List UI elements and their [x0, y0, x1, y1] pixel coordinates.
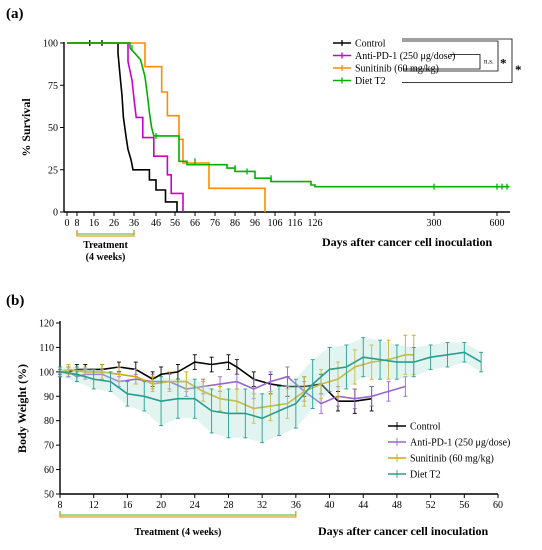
- panel-b-y-axis-title: Body Weight (%): [15, 364, 29, 453]
- panel-a-sig-star-2: *: [515, 62, 522, 77]
- panel-b-legend-label-0: Control: [410, 422, 441, 433]
- panel-b-x-tick-label: 36: [291, 500, 301, 511]
- panel-b-x-tick-label: 28: [223, 500, 233, 511]
- panel-b-treatment-bracket-green: [59, 511, 297, 516]
- panel-b-error-band-3: [60, 337, 482, 443]
- panel-b-x-tick-label: 32: [257, 500, 267, 511]
- panel-a-series-line-0: [67, 42, 178, 212]
- panel-b-x-tick-label: 48: [392, 500, 402, 511]
- panel-a-x-tick-label: 56: [170, 218, 180, 229]
- panel-a-treatment-bracket-green: [76, 230, 135, 235]
- panel-b-y-tick-label: 50: [44, 490, 54, 501]
- panel-a-x-tick-label: 26: [109, 218, 119, 229]
- panel-a-x-tick-label: 106: [268, 218, 283, 229]
- panel-a-bracket-ns: [403, 54, 481, 70]
- panel-b-y-tick-label: 90: [44, 392, 54, 403]
- panel-b-label: (b): [6, 293, 24, 309]
- panel-a-x-tick-label: 300: [427, 218, 442, 229]
- panel-b-treatment-label: Treatment (4 weeks): [135, 527, 222, 538]
- panel-b-x-tick-label: 52: [426, 500, 436, 511]
- panel-b-series-line-1: [60, 371, 406, 405]
- panel-b-x-tick-label: 16: [122, 500, 132, 511]
- panel-b-x-tick-label: 60: [493, 500, 503, 511]
- panel-a-y-axis-title: % Survival: [19, 98, 33, 157]
- panel-b-legend-label-1: Anti-PD-1 (250 μg/dose): [410, 438, 510, 449]
- panel-b-y-tick-label: 100: [39, 367, 54, 378]
- panel-b-x-tick-label: 56: [459, 500, 469, 511]
- panel-b-y-tick-label: 60: [44, 465, 54, 476]
- panel-a-x-tick-label: 76: [210, 218, 220, 229]
- panel-b-treatment: Treatment (4 weeks): [59, 511, 297, 538]
- panel-a-sig-ns: n.s.: [484, 58, 494, 66]
- panel-b-series-line-2: [59, 354, 414, 410]
- panel-b-x-axis-title: Days after cancer cell inoculation: [318, 524, 489, 538]
- panel-a-legend-label-1: Anti-PD-1 (250 μg/dose): [355, 51, 455, 62]
- panel-b-legend-label-2: Sunitinib (60 mg/kg): [410, 454, 494, 465]
- panel-b-x-tick-label: 44: [358, 500, 368, 511]
- panel-b-y-tick-label: 80: [44, 416, 54, 427]
- panel-b-series: [58, 334, 484, 444]
- panel-a-y-tick-label: 75: [48, 81, 58, 92]
- panel-a-legend-label-2: Sunitinib (60 mg/kg): [355, 64, 439, 75]
- panel-b-x-tick-label: 12: [89, 500, 99, 511]
- panel-a-x-tick-label: 46: [151, 218, 161, 229]
- panel-a-sig-star-1: *: [500, 56, 507, 71]
- panel-a-x-tick-label: 66: [190, 218, 200, 229]
- panel-a-treatment-label-line1: Treatment: [83, 240, 128, 251]
- panel-a-x-tick-label: 16: [89, 218, 99, 229]
- panel-a-legend-label-3: Diet T2: [355, 76, 386, 87]
- panel-a-x-tick-label: 0: [65, 218, 70, 229]
- panel-a-y-tick-label: 0: [53, 208, 58, 219]
- panel-b-legend-label-3: Diet T2: [410, 470, 441, 481]
- panel-a-treatment: Treatment (4 weeks): [76, 230, 135, 263]
- panel-b-axes: 50 60 70 80 90 100 110 120 8 12 16 20 24 28 32 36 40 44 48…: [39, 319, 503, 512]
- panel-a-y-tick-label: 100: [43, 39, 58, 50]
- panel-a-x-axis-title: Days after cancer cell inoculation: [322, 235, 493, 249]
- panel-b-x-tick-label: 8: [58, 500, 63, 511]
- panel-a-bracket-star-2: [402, 38, 513, 83]
- panel-a-series-line-2: [67, 42, 266, 212]
- panel-a-significance: n.s. * *: [402, 38, 522, 83]
- panel-b-y-tick-label: 120: [39, 319, 54, 330]
- panel-a-x-tick-label: 86: [230, 218, 240, 229]
- panel-a-series-line-1: [67, 42, 184, 212]
- panel-a-x-tick-label: 126: [308, 218, 323, 229]
- panel-a-treatment-bracket-orange: [76, 232, 135, 237]
- panel-a-x-tick-label: 116: [288, 218, 303, 229]
- panel-a-series: [67, 40, 510, 212]
- panel-b-treatment-bracket-orange: [59, 513, 297, 518]
- panel-b-legend: Control Anti-PD-1 (250 μg/dose) Sunitinib …: [388, 422, 510, 481]
- panel-a-treatment-label-line2: (4 weeks): [86, 252, 126, 263]
- panel-b: (b) Body Weight (%) Days after cancer ce…: [6, 293, 510, 538]
- panel-a-series-line-3: [67, 42, 510, 188]
- panel-b-x-tick-label: 40: [325, 500, 335, 511]
- panel-b-series-line-3: [59, 351, 482, 420]
- panel-a-x-tick-label: 8: [75, 218, 80, 229]
- panel-a-legend-label-0: Control: [355, 39, 386, 50]
- panel-a: (a) % Survival Days after cancer cell in…: [6, 6, 522, 263]
- panel-b-y-tick-label: 110: [39, 343, 54, 354]
- panel-b-y-tick-label: 70: [44, 441, 54, 452]
- panel-b-x-tick-label: 24: [190, 500, 200, 511]
- panel-a-y-tick-label: 50: [48, 123, 58, 134]
- panel-a-bracket-star-1: [402, 40, 499, 72]
- panel-a-label: (a): [6, 6, 24, 22]
- panel-a-x-tick-label: 36: [129, 218, 139, 229]
- panel-a-y-tick-label: 25: [48, 165, 58, 176]
- panel-a-x-tick-label: 96: [250, 218, 260, 229]
- panel-a-x-tick-label: 600: [490, 218, 505, 229]
- panel-b-x-tick-label: 20: [156, 500, 166, 511]
